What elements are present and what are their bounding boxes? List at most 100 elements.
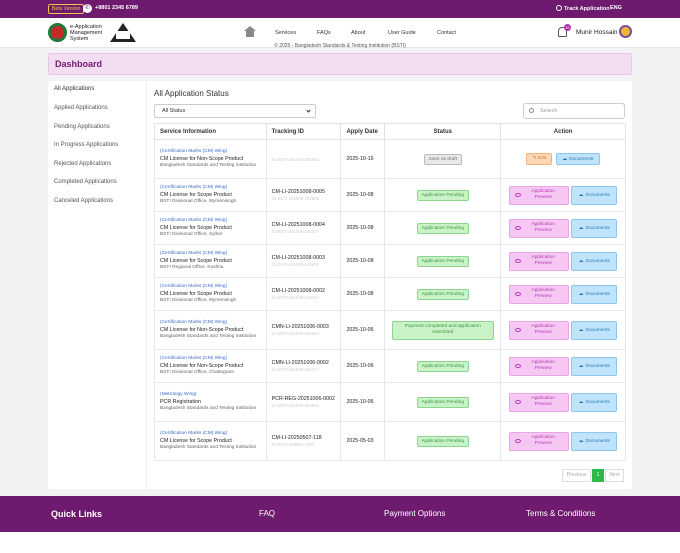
documents-button[interactable]: ☁ Documents	[571, 251, 618, 271]
status-cell: Application Pending	[384, 421, 502, 461]
search-input[interactable]: Search	[523, 103, 625, 119]
action-cell: Application Preview ☁ Documents	[500, 211, 626, 245]
service-org: Bangladesh Standards and Testing Institu…	[160, 405, 257, 411]
documents-button[interactable]: ☁ Documents	[571, 185, 618, 205]
nav-faqs[interactable]: FAQs	[317, 30, 331, 36]
documents-button[interactable]: ☁ Documents	[571, 320, 618, 340]
phone-icon: ✆	[83, 4, 92, 13]
service-name: CM License for Scope Product	[160, 191, 232, 198]
status-badge: Application Pending	[416, 288, 469, 300]
eye-icon	[515, 193, 522, 197]
search-placeholder: Search	[540, 108, 558, 114]
status-cell: Payment completed and application submit…	[384, 310, 502, 350]
nav-about[interactable]: About	[351, 30, 366, 36]
sidebar-item-all[interactable]: All Applications	[54, 86, 95, 92]
date-cell: 2025-10-06	[340, 349, 386, 383]
application-preview-button[interactable]: Application Preview	[509, 218, 570, 238]
service-name: CM License for Non-Scope Product	[160, 155, 244, 162]
beta-badge: Beta Version	[48, 4, 85, 14]
sidebar-item-pending[interactable]: Pending Applications	[54, 124, 110, 130]
sidebar-item-in-progress[interactable]: In Progress Applications	[54, 142, 119, 148]
documents-button[interactable]: ☁ Documents	[571, 284, 618, 304]
service-info-cell: (Certification Marks (CM) Wing) CM Licen…	[154, 139, 267, 179]
sidebar: All Applications Applied Applications Pe…	[48, 81, 147, 489]
service-category[interactable]: (Certification Marks (CM) Wing)	[160, 320, 228, 325]
date-cell: 2025-10-08	[340, 277, 386, 311]
sidebar-item-canceled[interactable]: Canceled Applications	[54, 198, 114, 204]
service-category[interactable]: (Certification Marks (CM) Wing)	[160, 218, 228, 223]
status-filter-select[interactable]: All Status	[154, 104, 316, 118]
sidebar-item-rejected[interactable]: Rejected Applications	[54, 161, 112, 167]
footer-link-faq[interactable]: FAQ	[259, 509, 276, 518]
sidebar-item-applied[interactable]: Applied Applications	[54, 105, 108, 111]
tracking-id: CMN-LI-20251006-0003	[271, 324, 329, 330]
footer-link-payment-options[interactable]: Payment Options	[384, 509, 446, 518]
service-category[interactable]: (Certification Marks (CM) Wing)	[160, 431, 228, 436]
application-preview-button[interactable]: Application Preview	[509, 251, 570, 271]
eye-icon	[515, 292, 522, 296]
bell-icon[interactable]	[558, 27, 567, 37]
edit-icon: ✎	[532, 156, 538, 161]
eye-icon	[515, 328, 522, 332]
service-category[interactable]: (Certification Marks (CM) Wing)	[160, 356, 228, 361]
application-preview-button[interactable]: Application Preview	[509, 431, 570, 451]
copyright-bar	[0, 532, 680, 553]
application-preview-button[interactable]: Application Preview	[509, 320, 570, 340]
tracking-cell: CM-LI-20251008-0004 01-BSTI-251008-202577	[265, 211, 342, 245]
language-toggle[interactable]: ENG	[610, 5, 622, 11]
status-filter-value: All Status	[162, 108, 186, 114]
documents-button[interactable]: ☁ Documents	[571, 392, 618, 412]
service-category[interactable]: (Certification Marks (CM) Wing)	[160, 149, 228, 154]
status-cell: Application Pending	[384, 277, 502, 311]
pagination-next[interactable]: Next	[605, 469, 624, 482]
tracking-cell: CMN-LI-20251006-0002 01-BSTI-251006-20247…	[265, 349, 342, 383]
sidebar-item-completed[interactable]: Completed Applications	[54, 179, 117, 185]
status-cell: Application Pending	[384, 244, 502, 278]
tracking-id: CM-LI-20251008-0004	[271, 222, 325, 228]
pagination-page-1[interactable]: 1	[592, 469, 604, 482]
apply-date: 2025-10-08	[346, 192, 374, 198]
action-cell: Application Preview ☁ Documents	[500, 178, 626, 212]
preview-label: Application Preview	[531, 434, 555, 447]
service-category[interactable]: (Certification Marks (CM) Wing)	[160, 284, 228, 289]
footer-link-terms[interactable]: Terms & Conditions	[526, 509, 596, 518]
application-preview-button[interactable]: Application Preview	[509, 392, 570, 412]
user-name[interactable]: Munir Hossain	[576, 29, 618, 36]
application-preview-button[interactable]: Application Preview	[509, 284, 570, 304]
pagination-previous[interactable]: Previous	[562, 469, 591, 482]
documents-button[interactable]: ☁ Documents	[555, 153, 600, 165]
government-logo[interactable]	[48, 23, 67, 42]
documents-label: Documents	[585, 291, 610, 297]
status-cell: Save as draft	[384, 139, 502, 179]
service-info-cell: (Certification Marks (CM) Wing) CM Licen…	[154, 244, 267, 278]
nav-user-guide[interactable]: User Guide	[388, 30, 416, 36]
documents-label: Documents	[585, 327, 610, 333]
application-preview-button[interactable]: Application Preview	[509, 356, 570, 376]
documents-label: Documents	[585, 258, 610, 264]
avatar[interactable]	[619, 25, 632, 38]
documents-button[interactable]: ☁ Documents	[571, 218, 618, 238]
cloud-upload-icon: ☁	[562, 156, 568, 162]
service-category[interactable]: (Certification Marks (CM) Wing)	[160, 185, 228, 190]
service-name: CM License for Non-Scope Product	[160, 326, 244, 333]
status-badge: Application Pending	[416, 189, 469, 201]
service-org: BSTI Divisional Office, Mymensingh	[160, 297, 237, 303]
documents-button[interactable]: ☁ Documents	[571, 356, 618, 376]
home-icon[interactable]	[244, 26, 256, 37]
service-org: BSTI Regional Office, Kushtia	[160, 264, 224, 270]
tracking-cell: 01-BSTI-251016-202553	[265, 139, 342, 179]
status-badge: Application Pending	[416, 360, 469, 372]
tracking-sub-id: 01-BSTI-251006-202477	[271, 367, 319, 372]
track-application-link[interactable]: Track Application	[556, 5, 610, 12]
application-preview-button[interactable]: Application Preview	[509, 185, 570, 205]
edit-button[interactable]: ✎ Edit	[526, 153, 553, 165]
documents-button[interactable]: ☁ Documents	[571, 431, 618, 451]
nav-services[interactable]: Services	[275, 30, 297, 36]
eye-icon	[515, 400, 522, 404]
service-category[interactable]: (Metrology Wing)	[160, 392, 197, 397]
service-category[interactable]: (Certification Marks (CM) Wing)	[160, 251, 228, 256]
site-header: e-Application Management System Services…	[0, 18, 680, 48]
service-name: CM License for Scope Product	[160, 437, 232, 444]
tracking-cell: PCR-REG-20251006-0002 01-BSTI-251006-2036…	[265, 382, 342, 422]
nav-contact[interactable]: Contact	[437, 30, 456, 36]
